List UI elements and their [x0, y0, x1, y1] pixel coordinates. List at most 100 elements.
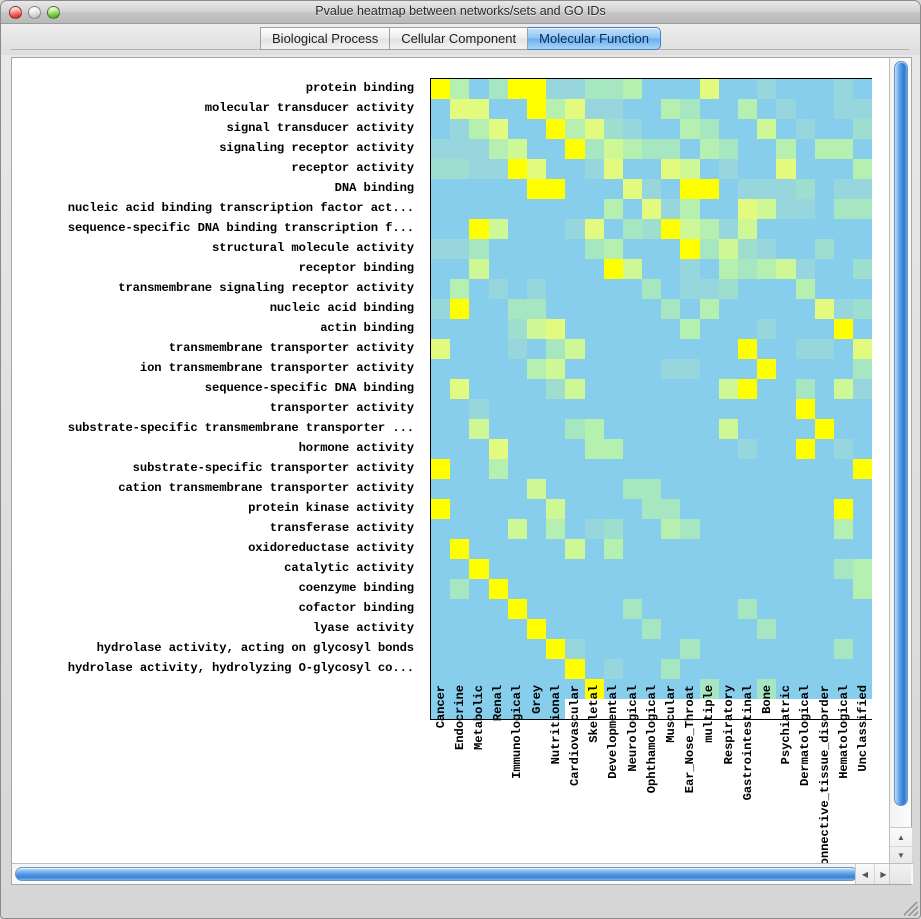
heatmap-cell[interactable]: [757, 119, 777, 139]
heatmap-cell[interactable]: [738, 619, 758, 639]
heatmap-cell[interactable]: [814, 399, 834, 419]
heatmap-cell[interactable]: [431, 259, 451, 279]
heatmap-cell[interactable]: [450, 119, 470, 139]
heatmap-cell[interactable]: [642, 179, 662, 199]
heatmap-cell[interactable]: [603, 339, 623, 359]
heatmap-cell[interactable]: [833, 559, 854, 579]
heatmap-cell[interactable]: [450, 619, 470, 639]
heatmap-cell[interactable]: [738, 79, 758, 99]
heatmap-cell[interactable]: [776, 199, 796, 219]
horizontal-scrollbar[interactable]: ◀ ▶: [12, 863, 913, 884]
heatmap-cell[interactable]: [680, 619, 700, 639]
heatmap-cell[interactable]: [776, 419, 796, 439]
heatmap-cell[interactable]: [680, 239, 700, 259]
heatmap-cell[interactable]: [738, 579, 758, 599]
heatmap-cell[interactable]: [546, 239, 566, 259]
heatmap-cell[interactable]: [488, 159, 508, 179]
heatmap-cell[interactable]: [622, 319, 643, 339]
heatmap-cell[interactable]: [680, 539, 700, 559]
heatmap-cell[interactable]: [680, 579, 700, 599]
heatmap-cell[interactable]: [661, 519, 681, 539]
heatmap-cell[interactable]: [431, 179, 451, 199]
heatmap-cell[interactable]: [642, 259, 662, 279]
heatmap-cell[interactable]: [507, 439, 527, 459]
heatmap-cell[interactable]: [546, 379, 566, 399]
heatmap-cell[interactable]: [565, 559, 585, 579]
heatmap-cell[interactable]: [776, 339, 796, 359]
heatmap-cell[interactable]: [738, 359, 758, 379]
heatmap-cell[interactable]: [795, 539, 815, 559]
heatmap-cell[interactable]: [738, 499, 758, 519]
heatmap-cell[interactable]: [776, 479, 796, 499]
heatmap-cell[interactable]: [699, 159, 719, 179]
heatmap-cell[interactable]: [565, 479, 585, 499]
heatmap-cell[interactable]: [546, 299, 566, 319]
heatmap-cell[interactable]: [814, 459, 834, 479]
scroll-right-icon[interactable]: ▶: [874, 864, 892, 884]
heatmap-cell[interactable]: [814, 339, 834, 359]
heatmap-cell[interactable]: [450, 259, 470, 279]
heatmap-cell[interactable]: [718, 299, 738, 319]
heatmap-cell[interactable]: [469, 179, 489, 199]
heatmap-cell[interactable]: [469, 219, 489, 239]
heatmap-cell[interactable]: [833, 99, 854, 119]
heatmap-cell[interactable]: [642, 339, 662, 359]
heatmap-cell[interactable]: [776, 519, 796, 539]
heatmap-cell[interactable]: [680, 139, 700, 159]
heatmap-cell[interactable]: [853, 519, 873, 539]
heatmap-cell[interactable]: [738, 219, 758, 239]
heatmap-cell[interactable]: [450, 179, 470, 199]
heatmap-cell[interactable]: [584, 399, 604, 419]
heatmap-cell[interactable]: [622, 599, 643, 619]
heatmap-cell[interactable]: [699, 419, 719, 439]
heatmap-cell[interactable]: [469, 119, 489, 139]
heatmap-cell[interactable]: [507, 419, 527, 439]
heatmap-cell[interactable]: [603, 499, 623, 519]
heatmap-cell[interactable]: [833, 179, 854, 199]
close-button-icon[interactable]: [9, 6, 22, 19]
heatmap-cell[interactable]: [776, 299, 796, 319]
heatmap-cell[interactable]: [526, 619, 547, 639]
heatmap-cell[interactable]: [699, 559, 719, 579]
heatmap-cell[interactable]: [853, 139, 873, 159]
heatmap-cell[interactable]: [450, 599, 470, 619]
heatmap-cell[interactable]: [661, 239, 681, 259]
heatmap-cell[interactable]: [507, 239, 527, 259]
heatmap-cell[interactable]: [450, 699, 470, 719]
heatmap-cell[interactable]: [450, 519, 470, 539]
heatmap-cell[interactable]: [757, 159, 777, 179]
heatmap-cell[interactable]: [661, 619, 681, 639]
heatmap-cell[interactable]: [603, 519, 623, 539]
heatmap-cell[interactable]: [450, 79, 470, 99]
heatmap-cell[interactable]: [776, 639, 796, 659]
heatmap-cell[interactable]: [603, 319, 623, 339]
heatmap-cell[interactable]: [642, 399, 662, 419]
heatmap-cell[interactable]: [795, 379, 815, 399]
heatmap-cell[interactable]: [718, 499, 738, 519]
heatmap-cell[interactable]: [565, 519, 585, 539]
heatmap-cell[interactable]: [546, 499, 566, 519]
heatmap-cell[interactable]: [565, 259, 585, 279]
heatmap-cell[interactable]: [757, 259, 777, 279]
heatmap-cell[interactable]: [603, 279, 623, 299]
heatmap-cell[interactable]: [718, 239, 738, 259]
heatmap-cell[interactable]: [757, 419, 777, 439]
heatmap-cell[interactable]: [795, 479, 815, 499]
heatmap-cell[interactable]: [603, 619, 623, 639]
heatmap-cell[interactable]: [584, 419, 604, 439]
heatmap-cell[interactable]: [526, 339, 547, 359]
heatmap-cell[interactable]: [642, 379, 662, 399]
heatmap-cell[interactable]: [526, 439, 547, 459]
heatmap-cell[interactable]: [642, 319, 662, 339]
heatmap-cell[interactable]: [584, 599, 604, 619]
heatmap-cell[interactable]: [795, 279, 815, 299]
heatmap-cell[interactable]: [795, 299, 815, 319]
heatmap-cell[interactable]: [680, 179, 700, 199]
heatmap-cell[interactable]: [565, 359, 585, 379]
heatmap-cell[interactable]: [469, 399, 489, 419]
heatmap-cell[interactable]: [431, 399, 451, 419]
heatmap-cell[interactable]: [738, 339, 758, 359]
heatmap-cell[interactable]: [450, 579, 470, 599]
heatmap-cell[interactable]: [507, 99, 527, 119]
heatmap-cell[interactable]: [603, 559, 623, 579]
